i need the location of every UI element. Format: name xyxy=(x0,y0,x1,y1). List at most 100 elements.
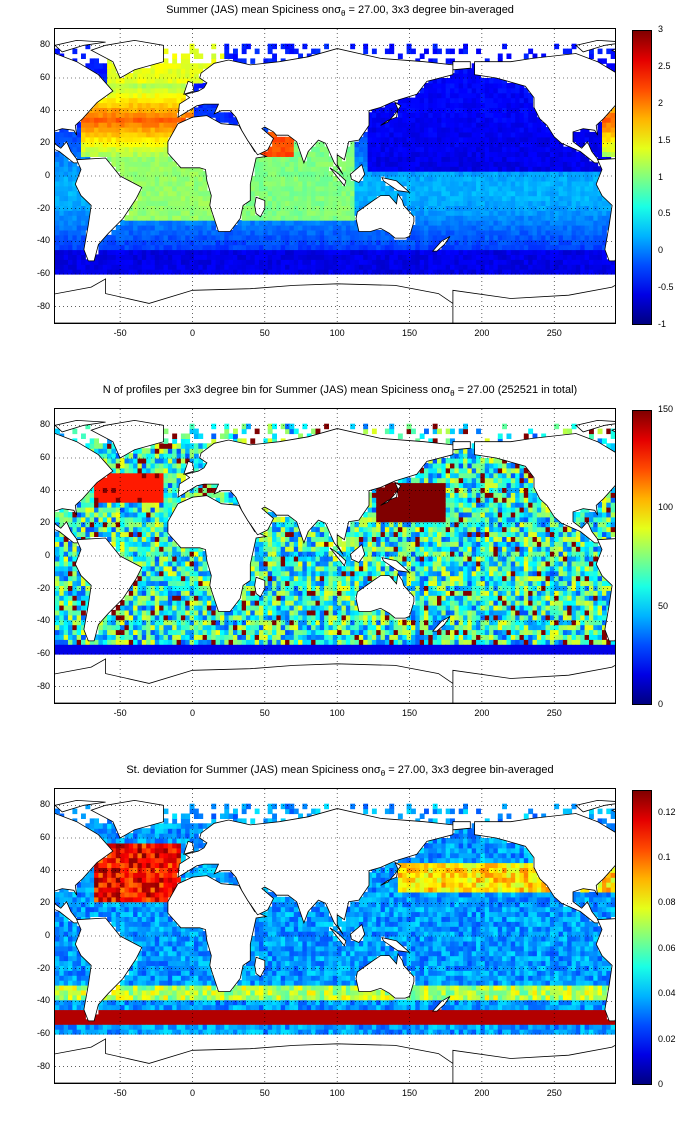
bin-cell xyxy=(146,634,152,640)
bin-cell xyxy=(549,229,555,236)
bin-cell xyxy=(415,166,421,172)
bin-cell xyxy=(584,210,590,216)
bin-cell xyxy=(285,161,290,167)
bin-cell xyxy=(185,264,191,270)
bin-cell xyxy=(406,185,412,192)
bin-cell xyxy=(489,171,494,177)
bin-cell xyxy=(406,269,412,275)
bin-cell xyxy=(172,112,178,118)
bin-cell xyxy=(489,195,494,202)
bin-cell xyxy=(593,146,599,153)
bin-cell xyxy=(402,259,408,265)
bin-cell xyxy=(363,254,369,260)
bin-cell xyxy=(415,176,421,182)
bin-cell xyxy=(146,269,152,275)
bin-cell xyxy=(146,107,152,113)
bin-cell xyxy=(523,131,529,138)
bin-cell xyxy=(415,161,421,167)
bin-cell xyxy=(285,190,290,197)
bin-cell xyxy=(102,254,108,260)
bin-cell xyxy=(389,43,395,50)
bin-cell xyxy=(384,166,390,172)
bin-cell xyxy=(384,117,390,123)
bin-cell xyxy=(528,180,534,187)
bin-cell xyxy=(59,244,65,251)
bin-cell xyxy=(363,259,369,265)
bin-cell xyxy=(59,185,65,192)
bin-cell xyxy=(55,156,60,162)
bin-cell xyxy=(63,156,69,162)
bin-cell xyxy=(415,239,421,246)
bin-cell xyxy=(502,92,507,99)
bin-cell xyxy=(406,200,412,206)
bin-cell xyxy=(263,210,269,216)
bin-cell xyxy=(176,644,182,650)
bin-cell xyxy=(167,92,173,99)
bin-cell xyxy=(510,234,516,241)
bin-cell xyxy=(285,141,290,148)
bin-cell xyxy=(484,190,490,197)
bin-cell xyxy=(528,166,534,172)
bin-cell xyxy=(424,234,429,241)
bin-cell xyxy=(89,492,95,498)
bin-cell xyxy=(159,215,165,221)
bin-cell xyxy=(111,249,117,255)
bin-cell xyxy=(389,176,395,182)
bin-cell xyxy=(450,185,455,192)
bin-cell xyxy=(63,176,69,182)
bin-cell xyxy=(72,541,78,547)
bin-cell xyxy=(545,180,551,187)
bin-cell xyxy=(402,200,408,206)
bin-cell xyxy=(276,146,282,153)
bin-cell xyxy=(606,63,612,69)
bin-cell xyxy=(302,171,308,177)
bin-cell xyxy=(428,112,434,118)
bin-cell xyxy=(458,220,464,226)
bin-cell xyxy=(202,107,208,113)
bin-cell xyxy=(415,151,421,157)
bin-cell xyxy=(68,264,73,270)
bin-cell xyxy=(163,131,169,138)
bin-cell xyxy=(445,176,451,182)
bin-cell xyxy=(584,190,590,197)
bin-cell xyxy=(120,472,125,479)
y-tick-label: -80 xyxy=(36,300,50,311)
bin-cell xyxy=(124,259,130,265)
bin-cell xyxy=(506,82,512,89)
bin-cell xyxy=(450,171,455,177)
bin-cell xyxy=(549,151,555,157)
bin-cell xyxy=(172,249,178,255)
bin-cell xyxy=(328,229,334,236)
x-tick-label: 0 xyxy=(189,328,195,338)
bin-cell xyxy=(72,531,78,537)
bin-cell xyxy=(81,585,86,591)
colorbar-tick-label: -1 xyxy=(658,319,667,329)
bin-cell xyxy=(558,225,564,231)
bin-cell xyxy=(575,161,581,167)
bin-cell xyxy=(458,264,464,270)
bin-cell xyxy=(567,239,573,246)
bin-cell xyxy=(497,215,503,221)
bin-cell xyxy=(63,205,69,211)
bin-cell xyxy=(428,190,434,197)
bin-cell xyxy=(76,146,82,153)
bin-cell xyxy=(502,269,507,275)
bin-cell xyxy=(515,225,521,231)
bin-cell xyxy=(202,190,208,197)
bin-cell xyxy=(198,112,204,118)
bin-cell xyxy=(450,166,455,172)
bin-cell xyxy=(180,254,186,260)
bin-cell xyxy=(575,225,581,231)
bin-cell xyxy=(397,117,403,123)
bin-cell xyxy=(536,239,542,246)
bin-cell xyxy=(432,151,438,157)
bin-cell xyxy=(176,92,182,99)
bin-cell xyxy=(154,210,160,216)
bin-cell xyxy=(424,146,429,153)
bin-cell xyxy=(233,234,238,241)
bin-cell xyxy=(424,200,429,206)
bin-cell xyxy=(102,502,108,508)
bin-cell xyxy=(189,244,195,251)
bin-cell xyxy=(562,180,568,187)
bin-cell xyxy=(141,590,147,596)
